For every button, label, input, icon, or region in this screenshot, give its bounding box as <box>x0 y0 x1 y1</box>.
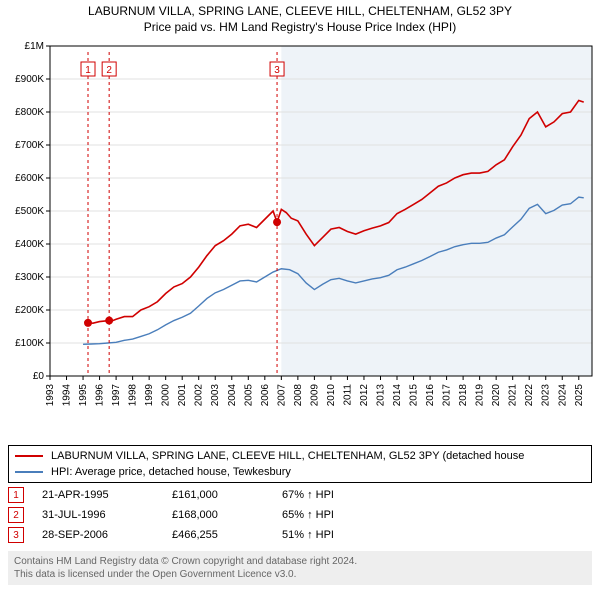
svg-text:2010: 2010 <box>326 384 337 407</box>
svg-text:2016: 2016 <box>425 384 436 407</box>
marker-badge-2: 2 <box>8 507 24 523</box>
chart-title-line2: Price paid vs. HM Land Registry's House … <box>0 20 600 34</box>
svg-text:2003: 2003 <box>210 384 221 407</box>
svg-text:2013: 2013 <box>375 384 386 407</box>
svg-text:2025: 2025 <box>574 384 585 407</box>
marker-row-1: 1 21-APR-1995 £161,000 67% ↑ HPI <box>8 485 592 505</box>
svg-text:£500K: £500K <box>15 206 44 217</box>
svg-text:2020: 2020 <box>491 384 502 407</box>
svg-text:£200K: £200K <box>15 305 44 316</box>
marker-rel-3: 51% ↑ HPI <box>282 529 334 541</box>
marker-badge-3: 3 <box>8 527 24 543</box>
svg-text:£1M: £1M <box>25 41 44 52</box>
legend-row-hpi: HPI: Average price, detached house, Tewk… <box>15 464 585 480</box>
legend-swatch-hpi <box>15 471 43 473</box>
legend-label-subject: LABURNUM VILLA, SPRING LANE, CLEEVE HILL… <box>51 450 524 462</box>
legend-swatch-subject <box>15 455 43 457</box>
svg-text:2002: 2002 <box>194 384 205 407</box>
marker-badge-1: 1 <box>8 487 24 503</box>
svg-text:£300K: £300K <box>15 272 44 283</box>
marker-row-3: 3 28-SEP-2006 £466,255 51% ↑ HPI <box>8 525 592 545</box>
marker-date-2: 31-JUL-1996 <box>42 509 172 521</box>
svg-text:£600K: £600K <box>15 173 44 184</box>
svg-text:1994: 1994 <box>62 384 73 407</box>
svg-text:2004: 2004 <box>227 384 238 407</box>
svg-text:1: 1 <box>85 65 91 76</box>
svg-text:1999: 1999 <box>144 384 155 407</box>
svg-text:£800K: £800K <box>15 107 44 118</box>
chart-title-line1: LABURNUM VILLA, SPRING LANE, CLEEVE HILL… <box>0 4 600 18</box>
svg-text:1997: 1997 <box>111 384 122 407</box>
sale-marker-table: 1 21-APR-1995 £161,000 67% ↑ HPI 2 31-JU… <box>8 485 592 545</box>
legend-row-subject: LABURNUM VILLA, SPRING LANE, CLEEVE HILL… <box>15 448 585 464</box>
attribution-line2: This data is licensed under the Open Gov… <box>14 568 586 581</box>
marker-price-1: £161,000 <box>172 489 282 501</box>
svg-text:2014: 2014 <box>392 384 403 407</box>
svg-text:2001: 2001 <box>177 384 188 407</box>
legend: LABURNUM VILLA, SPRING LANE, CLEEVE HILL… <box>8 445 592 483</box>
marker-price-2: £168,000 <box>172 509 282 521</box>
svg-text:2018: 2018 <box>458 384 469 407</box>
svg-text:£0: £0 <box>33 371 45 382</box>
svg-text:2012: 2012 <box>359 384 370 407</box>
svg-text:£100K: £100K <box>15 338 44 349</box>
svg-text:2024: 2024 <box>557 384 568 407</box>
svg-text:1993: 1993 <box>45 384 56 407</box>
svg-text:1996: 1996 <box>95 384 106 407</box>
svg-text:2015: 2015 <box>409 384 420 407</box>
svg-text:2023: 2023 <box>541 384 552 407</box>
svg-text:2000: 2000 <box>161 384 172 407</box>
price-chart: £0 £100K £200K £300K £400K £500K £600K £700K £80… <box>0 36 600 436</box>
marker-price-3: £466,255 <box>172 529 282 541</box>
svg-text:2008: 2008 <box>293 384 304 407</box>
marker-date-3: 28-SEP-2006 <box>42 529 172 541</box>
marker-rel-2: 65% ↑ HPI <box>282 509 334 521</box>
svg-text:1995: 1995 <box>78 384 89 407</box>
attribution: Contains HM Land Registry data © Crown c… <box>8 551 592 585</box>
svg-text:2022: 2022 <box>524 384 535 407</box>
svg-text:2019: 2019 <box>475 384 486 407</box>
svg-text:2017: 2017 <box>442 384 453 407</box>
chart-title-block: LABURNUM VILLA, SPRING LANE, CLEEVE HILL… <box>0 0 600 36</box>
svg-text:2011: 2011 <box>342 384 353 406</box>
svg-text:3: 3 <box>274 65 280 76</box>
svg-text:2005: 2005 <box>243 384 254 407</box>
marker-date-1: 21-APR-1995 <box>42 489 172 501</box>
svg-text:2006: 2006 <box>260 384 271 407</box>
svg-text:2: 2 <box>106 65 112 76</box>
legend-label-hpi: HPI: Average price, detached house, Tewk… <box>51 466 291 478</box>
svg-text:1998: 1998 <box>128 384 139 407</box>
svg-text:£700K: £700K <box>15 140 44 151</box>
svg-text:£400K: £400K <box>15 239 44 250</box>
svg-text:2009: 2009 <box>309 384 320 407</box>
marker-rel-1: 67% ↑ HPI <box>282 489 334 501</box>
marker-row-2: 2 31-JUL-1996 £168,000 65% ↑ HPI <box>8 505 592 525</box>
svg-text:£900K: £900K <box>15 74 44 85</box>
svg-text:2007: 2007 <box>276 384 287 407</box>
attribution-line1: Contains HM Land Registry data © Crown c… <box>14 555 586 568</box>
svg-text:2021: 2021 <box>508 384 519 407</box>
